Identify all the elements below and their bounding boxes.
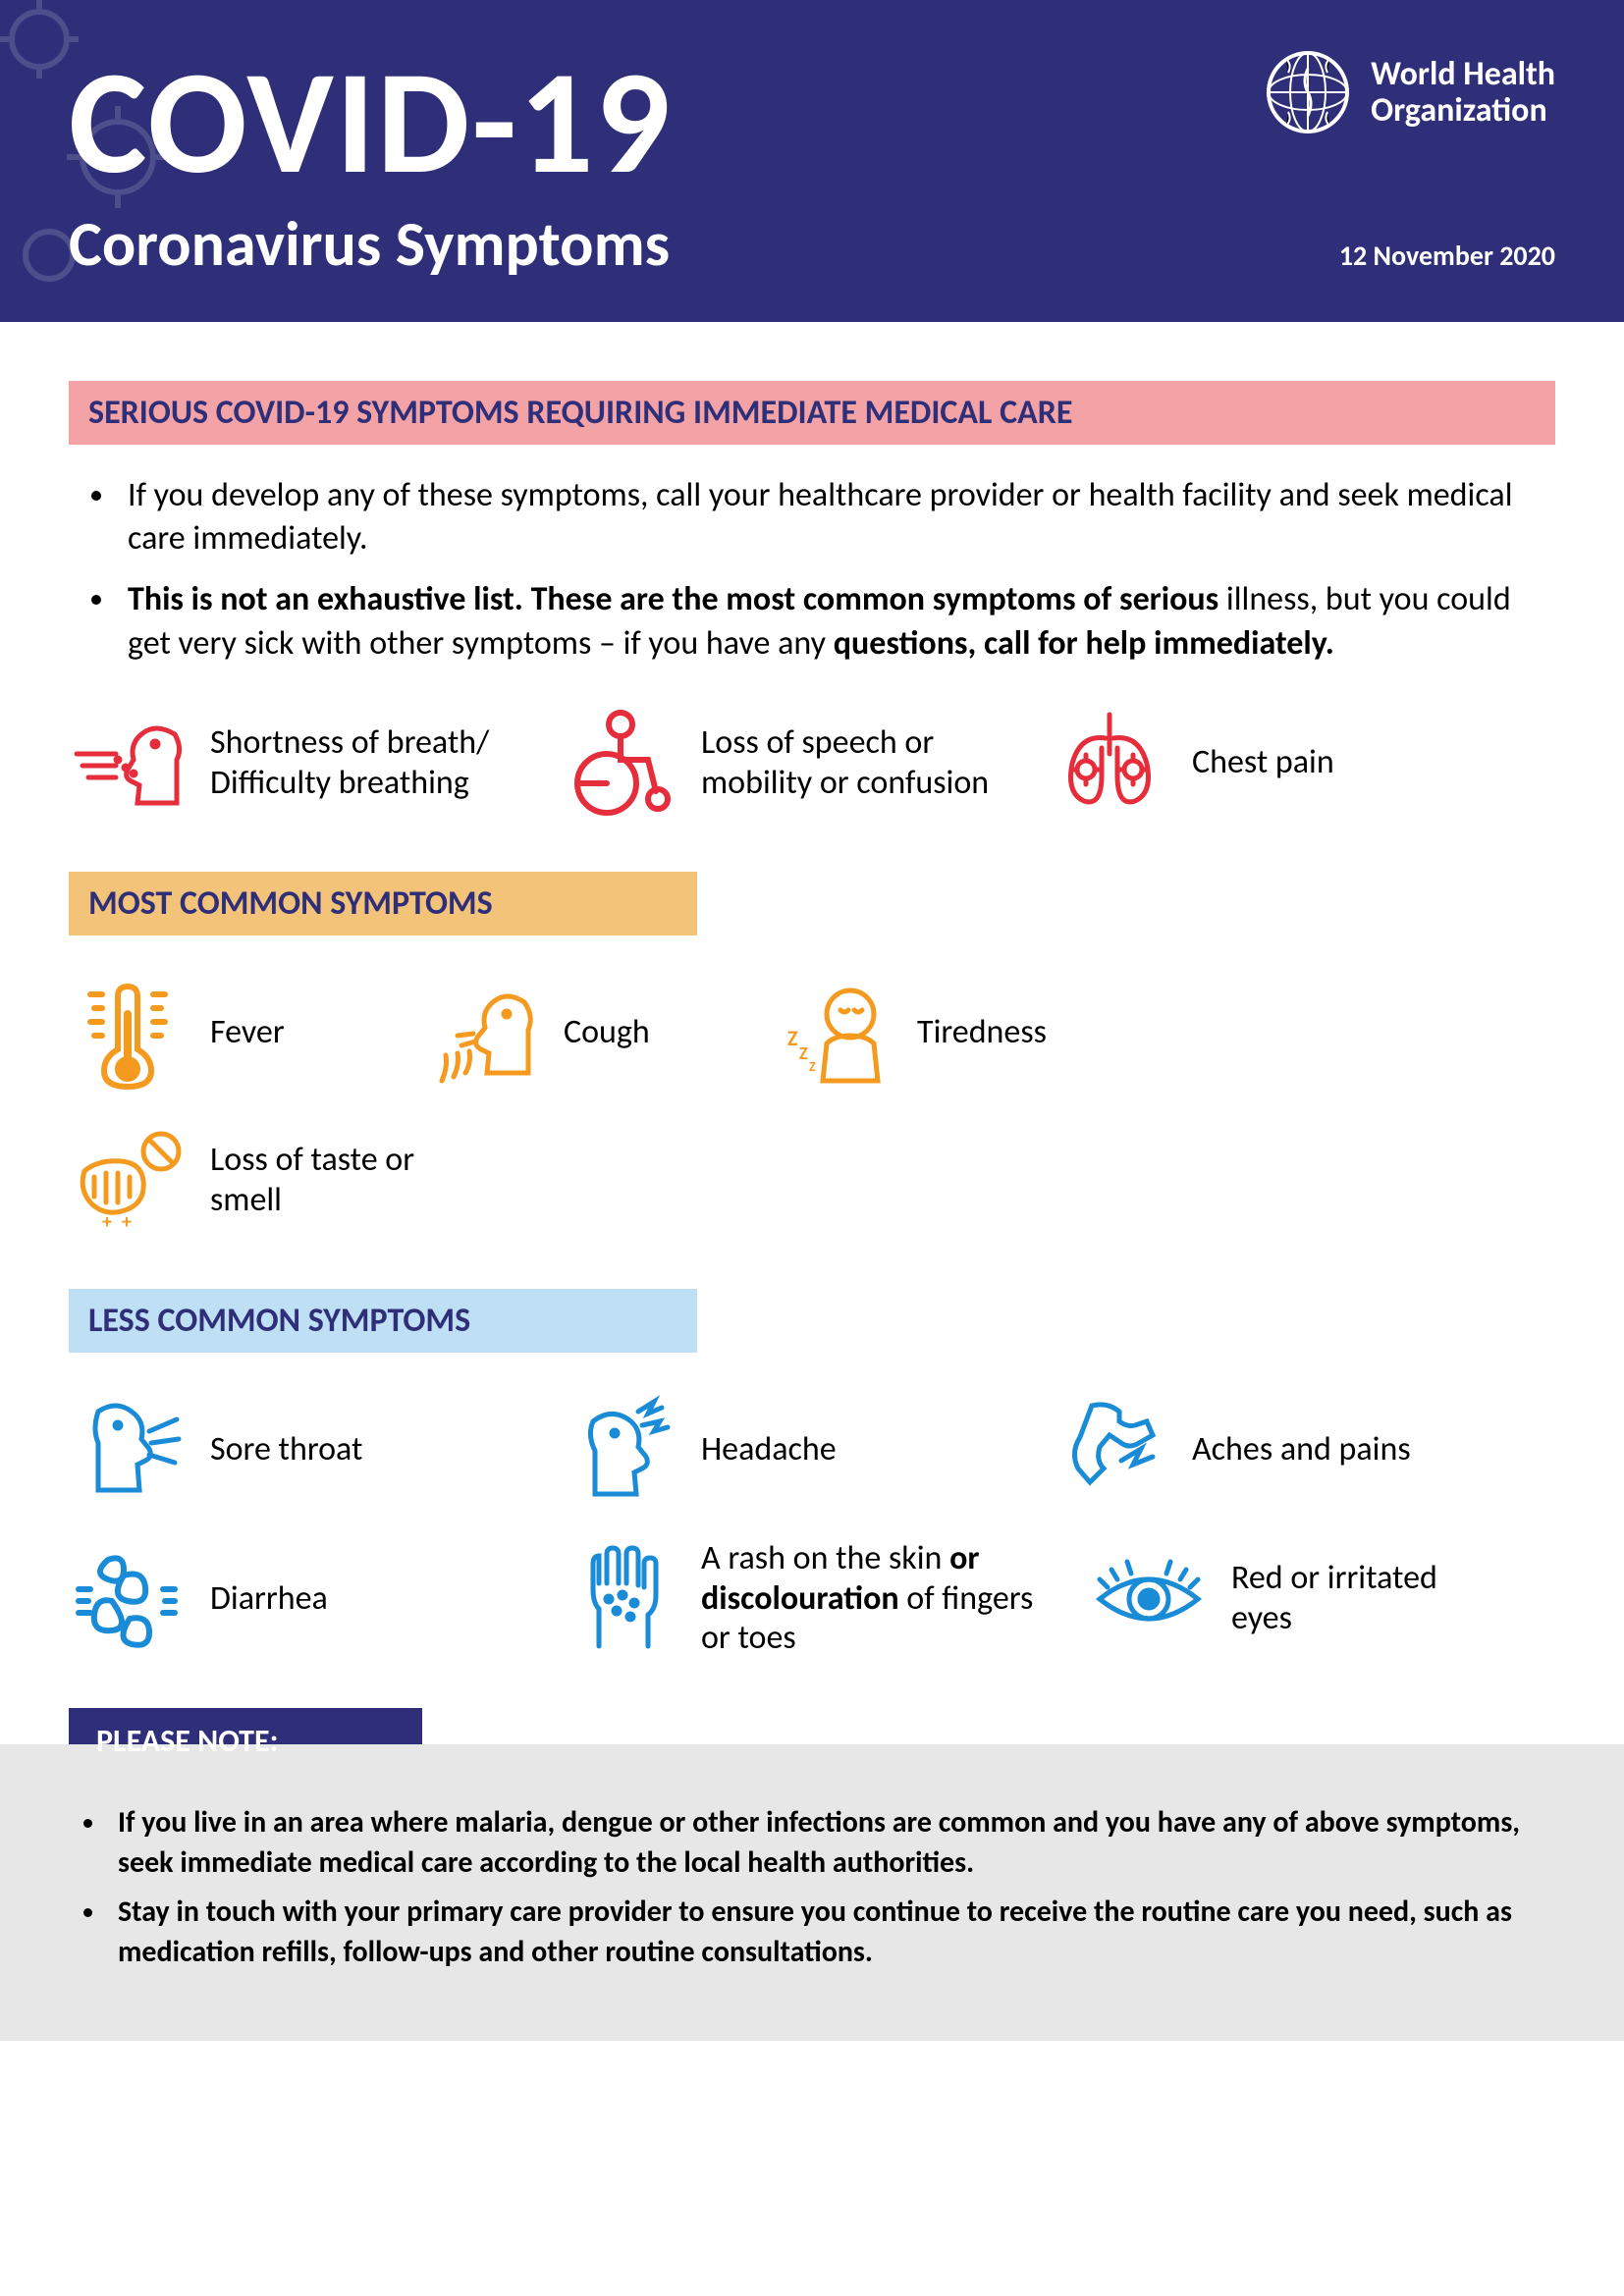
throat-icon xyxy=(69,1392,187,1510)
cough-icon xyxy=(422,975,540,1093)
symptom-sore-throat: Sore throat xyxy=(69,1392,520,1510)
who-logo-block: World Health Organization xyxy=(1265,49,1555,135)
serious-bullet-1: If you develop any of these symptoms, ca… xyxy=(118,474,1555,561)
symptom-mobility: Loss of speech or mobility or confusion xyxy=(560,705,1011,823)
symptom-label: Tiredness xyxy=(917,1013,1047,1053)
less-symptoms-row: Sore throat Headache Aches and pains xyxy=(69,1392,1555,1659)
symptom-tiredness: Z Z Z Tiredness xyxy=(776,975,1149,1093)
taste-icon: + + xyxy=(69,1122,187,1240)
svg-text:Z: Z xyxy=(799,1042,808,1064)
symptom-chest-pain: Chest pain xyxy=(1051,705,1502,823)
common-symptoms-row: Fever Cough Z Z Z xyxy=(69,975,1555,1240)
symptom-label: Shortness of breath/ Difficulty breathin… xyxy=(210,723,520,804)
symptom-label: Diarrhea xyxy=(210,1579,328,1620)
note-bullet-1: If you live in an area where malaria, de… xyxy=(108,1803,1555,1883)
subtitle: Coronavirus Symptoms xyxy=(69,206,1555,283)
serious-symptoms-row: Shortness of breath/ Difficulty breathin… xyxy=(69,705,1555,823)
symptom-label: Sore throat xyxy=(210,1430,362,1470)
symptom-fever: Fever xyxy=(69,975,383,1093)
serious-bullet-2: This is not an exhaustive list. These ar… xyxy=(118,578,1555,665)
symptom-diarrhea: Diarrhea xyxy=(69,1539,520,1659)
serious-banner: SERIOUS COVID-19 SYMPTOMS REQUIRING IMME… xyxy=(69,381,1555,445)
symptom-label: Loss of taste or smell xyxy=(210,1141,461,1221)
symptom-label: Headache xyxy=(701,1430,837,1470)
header-decoration xyxy=(0,0,245,294)
eye-icon xyxy=(1090,1540,1208,1658)
aches-icon xyxy=(1051,1392,1168,1510)
symptom-aches: Aches and pains xyxy=(1051,1392,1502,1510)
symptom-label: Red or irritated eyes xyxy=(1231,1559,1502,1639)
symptom-label: Aches and pains xyxy=(1192,1430,1411,1470)
symptom-label: Cough xyxy=(564,1013,650,1053)
symptom-cough: Cough xyxy=(422,975,736,1093)
lungs-icon xyxy=(1051,705,1168,823)
common-banner: MOST COMMON SYMPTOMS xyxy=(69,872,697,935)
symptom-rash: A rash on the skin or discolouration of … xyxy=(560,1539,1051,1659)
symptom-label: Chest pain xyxy=(1192,743,1334,783)
wheelchair-icon xyxy=(560,705,677,823)
svg-text:+: + xyxy=(122,1210,132,1234)
symptom-shortness-breath: Shortness of breath/ Difficulty breathin… xyxy=(69,705,520,823)
serious-bullets: If you develop any of these symptoms, ca… xyxy=(118,474,1555,666)
svg-text:Z: Z xyxy=(809,1058,816,1075)
headache-icon xyxy=(560,1392,677,1510)
symptom-label: A rash on the skin or discolouration of … xyxy=(701,1539,1051,1659)
thermometer-icon xyxy=(69,975,187,1093)
who-logo-icon xyxy=(1265,49,1351,135)
symptom-headache: Headache xyxy=(560,1392,1011,1510)
symptom-eyes: Red or irritated eyes xyxy=(1090,1539,1502,1659)
content: SERIOUS COVID-19 SYMPTOMS REQUIRING IMME… xyxy=(0,322,1624,1774)
publish-date: 12 November 2020 xyxy=(1339,239,1555,273)
symptom-label: Loss of speech or mobility or confusion xyxy=(701,723,1011,804)
symptom-taste-smell: + + Loss of taste or smell xyxy=(69,1122,461,1240)
svg-text:+: + xyxy=(102,1210,112,1234)
who-name: World Health Organization xyxy=(1371,56,1555,130)
tired-icon: Z Z Z xyxy=(776,975,893,1093)
less-banner: LESS COMMON SYMPTOMS xyxy=(69,1289,697,1353)
breath-icon xyxy=(69,705,187,823)
rash-icon xyxy=(560,1540,677,1658)
symptom-label: Fever xyxy=(210,1013,285,1053)
diarrhea-icon xyxy=(69,1540,187,1658)
note-bullet-2: Stay in touch with your primary care pro… xyxy=(108,1893,1555,1972)
note-bullets: If you live in an area where malaria, de… xyxy=(108,1803,1555,1972)
footer-note-area: If you live in an area where malaria, de… xyxy=(0,1744,1624,2041)
header: COVID-19 Coronavirus Symptoms World Heal… xyxy=(0,0,1624,322)
svg-text:Z: Z xyxy=(787,1025,798,1051)
